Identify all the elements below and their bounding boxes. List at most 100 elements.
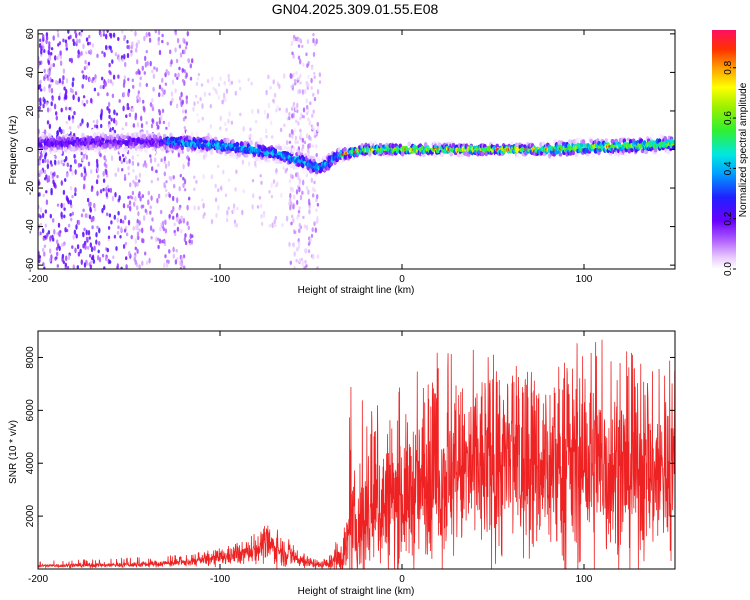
- spectrogram-noise-cell: [118, 194, 121, 201]
- spectrogram-noise-cell: [134, 30, 137, 37]
- spectrogram-noise-cell: [247, 77, 250, 82]
- spectrogram-noise-cell: [163, 184, 167, 189]
- spectrogram-signal-cell: [136, 149, 140, 156]
- spectrogram-noise-cell: [144, 55, 147, 62]
- spectrogram-noise-cell: [62, 38, 65, 43]
- spectrogram-noise-cell: [148, 33, 151, 37]
- spectrogram-noise-cell: [184, 109, 187, 114]
- spectrogram-noise-cell: [182, 217, 186, 224]
- spectrogram-noise-cell: [95, 239, 98, 245]
- spectrogram-noise-cell: [39, 222, 43, 228]
- spectrogram-signal-cell: [130, 149, 135, 155]
- spectrogram-noise-cell: [158, 84, 162, 90]
- spectrogram-noise-cell: [65, 106, 68, 111]
- spectrogram-noise-cell: [189, 233, 192, 240]
- spectrogram-noise-cell: [299, 111, 303, 118]
- spectrogram-noise-cell: [196, 100, 200, 105]
- spectrogram-noise-cell: [267, 74, 270, 80]
- spectrogram-noise-cell: [187, 158, 191, 162]
- spectrogram-noise-cell: [185, 98, 188, 105]
- spectrogram-signal-cell: [672, 140, 675, 145]
- spectrogram-noise-cell: [301, 44, 304, 49]
- spectrogram-noise-cell: [134, 246, 137, 251]
- spectrogram-noise-cell: [295, 70, 298, 75]
- spectrogram-noise-cell: [80, 50, 83, 56]
- spectrogram-noise-cell: [99, 30, 102, 35]
- spectrogram-signal-cell: [335, 158, 339, 163]
- spectrogram-signal-cell: [627, 148, 632, 154]
- spectrogram-noise-cell: [234, 90, 237, 96]
- spectrogram-noise-cell: [65, 42, 68, 48]
- spectrogram-noise-cell: [164, 72, 167, 78]
- spectrogram-signal-cell: [322, 155, 326, 160]
- spectrogram-noise-cell: [181, 255, 184, 261]
- spectrogram-noise-cell: [113, 234, 117, 239]
- spectrogram-noise-cell: [91, 43, 95, 48]
- spectrogram-noise-cell: [238, 79, 241, 84]
- spectrogram-noise-cell: [76, 265, 80, 269]
- spectrogram-noise-cell: [197, 205, 200, 211]
- spectrogram-noise-cell: [59, 50, 62, 56]
- spectrogram-noise-cell: [251, 108, 254, 115]
- spectrogram-noise-cell: [82, 95, 86, 99]
- spectrogram-noise-cell: [302, 115, 305, 119]
- spectrogram-noise-cell: [62, 202, 66, 208]
- spectrogram-noise-cell: [144, 251, 147, 256]
- spectrogram-noise-cell: [90, 188, 94, 193]
- spectrogram-noise-cell: [131, 190, 135, 196]
- spectrogram-noise-cell: [297, 245, 300, 250]
- spectrogram-noise-cell: [50, 187, 53, 194]
- spectrogram-noise-cell: [60, 180, 63, 186]
- spectrogram-noise-cell: [230, 120, 234, 125]
- spectrogram-noise-cell: [137, 39, 140, 45]
- spectrogram-noise-cell: [51, 79, 54, 83]
- spectrogram-noise-cell: [109, 32, 113, 39]
- spectrogram-noise-cell: [153, 66, 156, 70]
- spectrogram-noise-cell: [292, 204, 295, 210]
- spectrogram-noise-cell: [157, 244, 160, 250]
- spectrogram-noise-cell: [158, 92, 161, 98]
- spectrogram-noise-cell: [82, 43, 85, 50]
- spectrogram-noise-cell: [266, 112, 270, 119]
- spectrogram-noise-cell: [163, 160, 166, 164]
- snr-xtick-label: -200: [28, 574, 48, 585]
- spectrogram-noise-cell: [310, 177, 313, 183]
- spectrogram-noise-cell: [316, 121, 319, 127]
- spectrogram-noise-cell: [131, 78, 134, 83]
- spectrogram-noise-cell: [178, 206, 181, 211]
- spectrogram-noise-cell: [135, 42, 138, 49]
- spectrogram-noise-cell: [68, 114, 71, 120]
- spectrogram-noise-cell: [313, 180, 316, 185]
- spectrogram-noise-cell: [102, 187, 105, 192]
- spectrogram-noise-cell: [294, 82, 297, 86]
- spectrogram-noise-cell: [302, 107, 306, 113]
- spectrogram-noise-cell: [187, 160, 190, 167]
- spectrogram-noise-cell: [251, 179, 255, 183]
- spectrogram-noise-cell: [133, 201, 136, 207]
- spectrogram-signal-cell: [132, 137, 136, 143]
- colorbar-gradient: [712, 30, 736, 269]
- spectrogram-noise-cell: [84, 59, 87, 65]
- spectrogram-noise-cell: [69, 199, 73, 206]
- spectrogram-noise-cell: [127, 219, 131, 226]
- spectrogram-noise-cell: [63, 207, 66, 211]
- colorbar: 0.0 0.2 0.4 0.6 0.8 Normalized spectral ampl…: [712, 30, 749, 276]
- spectrogram-noise-cell: [75, 224, 78, 230]
- snr-axes: -200 -100 0 100 2000 4000 6000 8000: [25, 331, 675, 585]
- spectrogram-noise-cell: [265, 135, 268, 139]
- spectrogram-noise-cell: [46, 107, 50, 113]
- spectrogram-noise-cell: [94, 78, 97, 83]
- spectrogram-ytick-label: 20: [25, 105, 36, 117]
- spectrogram-noise-cell: [168, 213, 171, 219]
- spectrogram-noise-cell: [174, 88, 177, 94]
- spectrogram-noise-cell: [63, 86, 66, 91]
- spectrogram-signal-cell: [185, 129, 190, 136]
- spectrogram-noise-cell: [227, 73, 230, 79]
- spectrogram-noise-cell: [123, 53, 126, 60]
- spectrogram-noise-cell: [158, 238, 162, 244]
- spectrogram-noise-cell: [68, 144, 71, 148]
- spectrogram-noise-cell: [167, 70, 170, 76]
- spectrogram-noise-cell: [235, 169, 238, 174]
- spectrogram-noise-cell: [164, 254, 167, 259]
